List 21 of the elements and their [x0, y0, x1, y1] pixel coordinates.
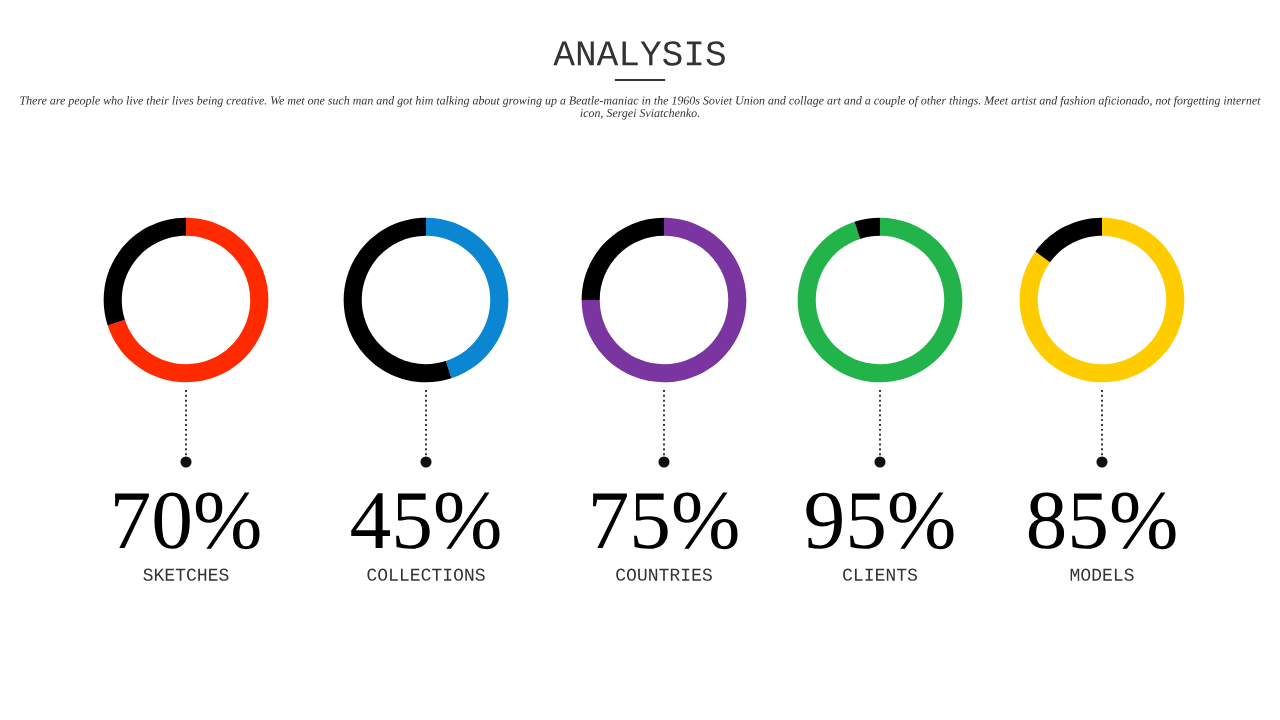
donut-slice [1035, 217, 1102, 263]
text: ANALYSIS [553, 41, 725, 66]
donut-slice [426, 217, 509, 379]
text: 45% [351, 492, 500, 550]
text: CLIENTS [843, 568, 918, 581]
donut-slice [581, 217, 747, 383]
text: MODELS [1070, 568, 1134, 581]
donut-slice [797, 217, 963, 383]
donut-slice [343, 217, 452, 383]
donut-slice [581, 217, 664, 300]
text: 95% [806, 492, 954, 550]
donut-slice [103, 217, 186, 326]
text: SKETCHES [143, 568, 229, 581]
text: 85% [1028, 492, 1176, 550]
text: 75% [593, 492, 738, 550]
donut-slice [854, 217, 880, 239]
text: 70% [115, 492, 260, 550]
donut-slice [1019, 217, 1185, 383]
text: COUNTRIES [616, 568, 712, 581]
text: COLLECTIONS [367, 568, 485, 581]
donut-slice [107, 217, 269, 383]
